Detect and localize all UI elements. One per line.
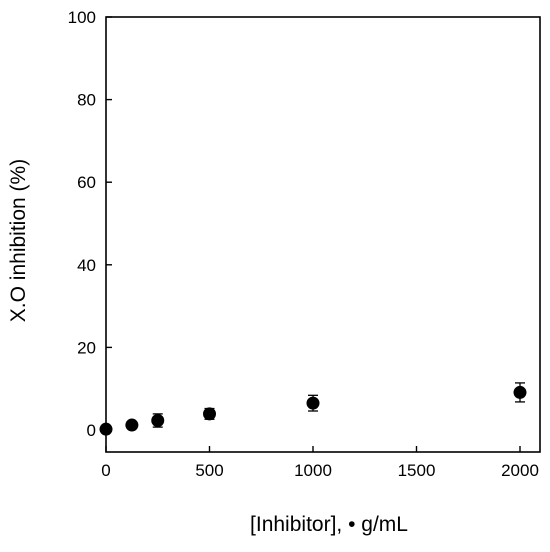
y-tick-label: 100 — [68, 8, 96, 27]
x-tick-label: 1500 — [398, 461, 436, 480]
y-tick-label: 80 — [77, 91, 96, 110]
x-tick-label: 500 — [195, 461, 223, 480]
data-point — [99, 422, 113, 436]
y-tick-label: 40 — [77, 256, 96, 275]
x-tick-label: 2000 — [501, 461, 539, 480]
data-point — [513, 385, 527, 399]
plot-frame — [105, 16, 541, 453]
y-tick-label: 20 — [77, 338, 96, 357]
data-point — [203, 407, 216, 421]
x-tick-label: 0 — [101, 461, 110, 480]
y-axis-title: X.O inhibition (%) — [7, 159, 30, 322]
x-tick-label: 1000 — [294, 461, 332, 480]
x-axis-ticks: 0 500 1000 1500 2000 — [101, 446, 539, 480]
y-tick-label: 0 — [87, 421, 96, 440]
y-axis-ticks: 0 20 40 60 80 100 — [68, 8, 112, 440]
data-points — [99, 385, 527, 436]
plot-border — [105, 16, 541, 453]
data-point — [125, 418, 139, 432]
data-point — [306, 396, 320, 410]
y-tick-label: 60 — [77, 173, 96, 192]
data-point — [151, 414, 165, 428]
x-axis-title: [Inhibitor], • g/mL — [250, 513, 408, 536]
